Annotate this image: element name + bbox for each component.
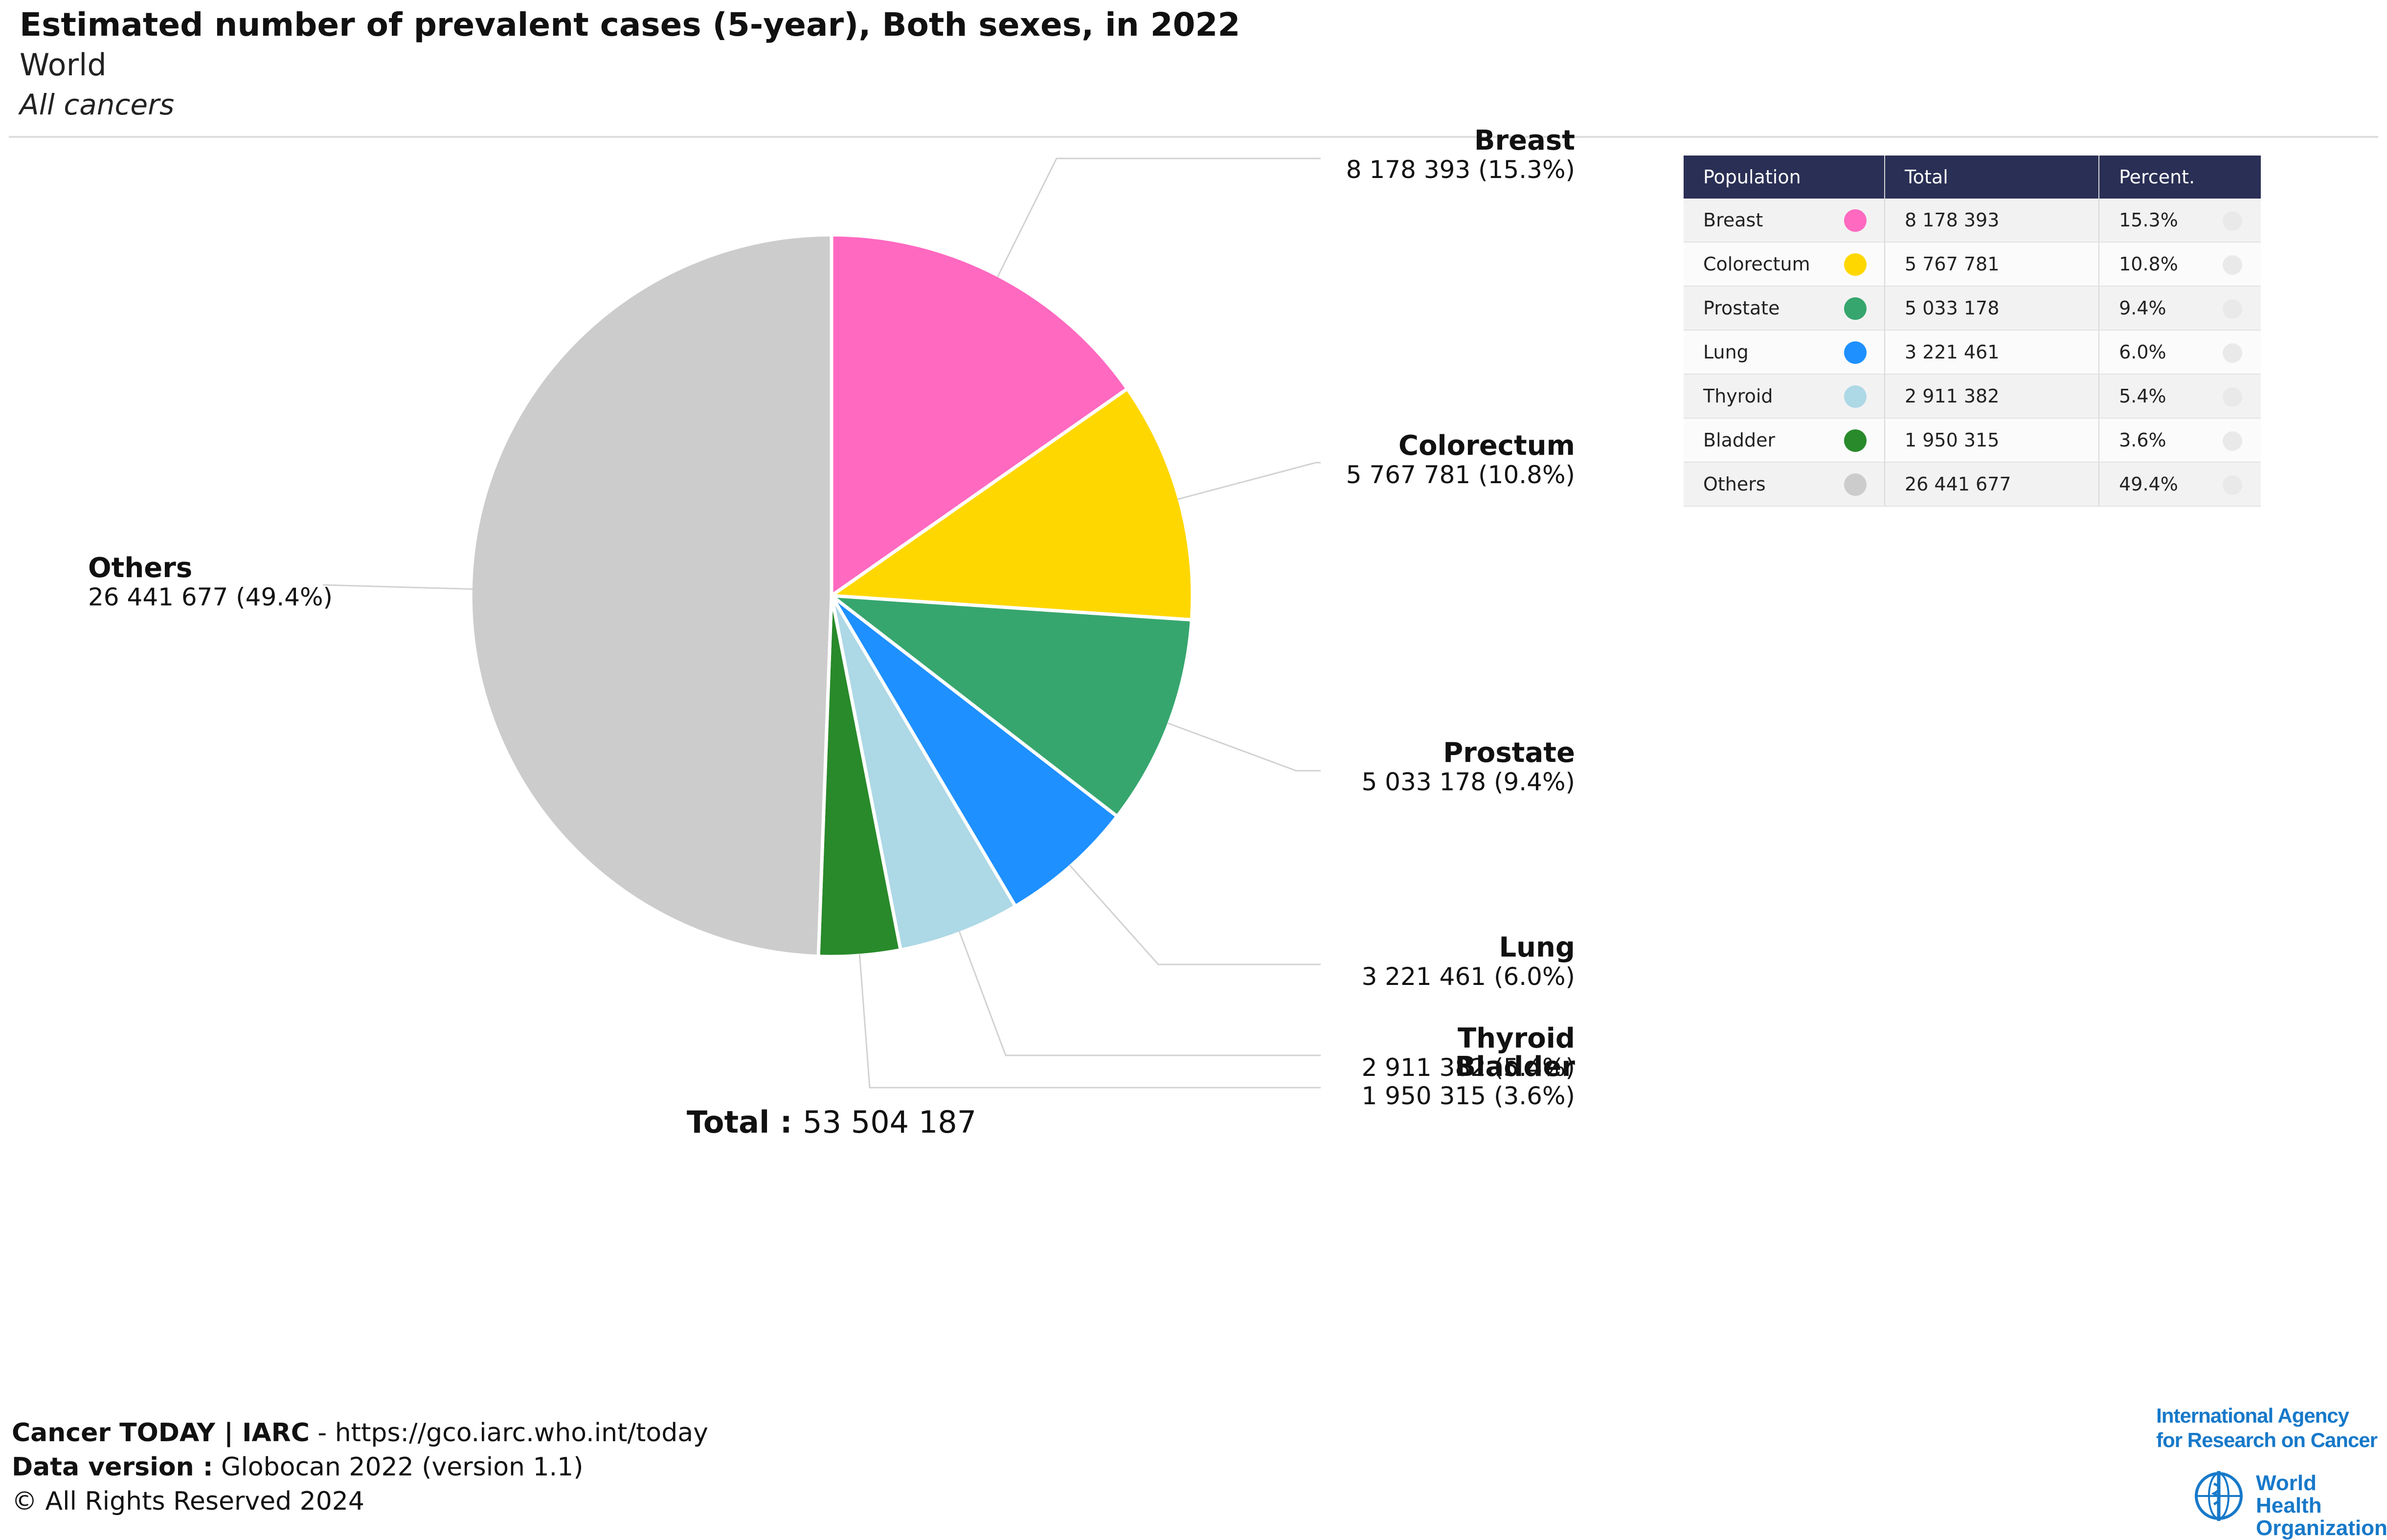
row-toggle-icon[interactable] — [2223, 211, 2242, 231]
table-cell-percent: 3.6% — [2098, 418, 2261, 463]
table-cell-population: Prostate — [1684, 286, 1885, 331]
pie-slice-others[interactable] — [469, 233, 833, 958]
chart-subtitle: World — [20, 47, 107, 83]
row-toggle-icon[interactable] — [2223, 387, 2242, 407]
who-logo-line2: Organization — [2256, 1516, 2387, 1540]
footer-source-name: Cancer TODAY | IARC — [12, 1418, 310, 1448]
table-row-colorectum[interactable]: Colorectum 5 767 781 10.8% — [1684, 242, 2261, 287]
table-row-prostate[interactable]: Prostate 5 033 178 9.4% — [1684, 286, 2261, 331]
table-cell-population: Breast — [1684, 199, 1885, 243]
table-cell-total: 8 178 393 — [1884, 199, 2099, 243]
iarc-logo: International Agency for Research on Can… — [2156, 1404, 2378, 1452]
leader-line-others — [322, 584, 473, 590]
who-logo-text: World Health Organization — [2256, 1472, 2387, 1540]
footer-source-url: - https://gco.iarc.who.int/today — [309, 1418, 708, 1448]
table-cell-population: Thyroid — [1684, 374, 1885, 419]
table-row-others[interactable]: Others 26 441 677 49.4% — [1684, 462, 2261, 507]
slice-value-bladder: 1 950 315 (3.6%) — [1362, 1082, 1575, 1110]
leader-line-breast — [996, 157, 1321, 278]
header-total: Total — [1884, 156, 2099, 199]
slice-label-bladder: Bladder — [1455, 1051, 1576, 1083]
chart-title: Estimated number of prevalent cases (5-y… — [20, 6, 1240, 44]
legend-color-dot — [1844, 209, 1867, 232]
iarc-logo-line2: for Research on Cancer — [2156, 1428, 2378, 1451]
legend-color-dot — [1844, 341, 1867, 364]
footer-source: Cancer TODAY | IARC - https://gco.iarc.w… — [12, 1418, 708, 1448]
header-percent: Percent. — [2098, 156, 2261, 199]
who-emblem-icon — [2195, 1471, 2243, 1521]
table-cell-percent: 15.3% — [2098, 199, 2261, 243]
table-row-thyroid[interactable]: Thyroid 2 911 382 5.4% — [1684, 374, 2261, 419]
slice-value-prostate: 5 033 178 (9.4%) — [1362, 768, 1575, 796]
table-cell-percent: 10.8% — [2098, 242, 2261, 287]
legend-color-dot — [1844, 297, 1867, 320]
slice-label-colorectum: Colorectum — [1398, 430, 1575, 462]
footer-version-value: Globocan 2022 (version 1.1) — [213, 1452, 584, 1482]
summary-table-body: Breast 8 178 393 15.3% Colorectum 5 767 781 1… — [1684, 199, 2261, 507]
table-cell-total: 2 911 382 — [1884, 374, 2099, 419]
table-cell-total: 26 441 677 — [1884, 462, 2099, 507]
table-cell-percent: 9.4% — [2098, 286, 2261, 331]
chart-cancer-type: All cancers — [20, 88, 175, 121]
legend-color-dot — [1844, 385, 1867, 408]
table-row-breast[interactable]: Breast 8 178 393 15.3% — [1684, 199, 2261, 243]
summary-table-header-row: Population Total Percent. — [1684, 156, 2261, 199]
who-logo-line1: World Health — [2256, 1471, 2322, 1518]
header-divider — [9, 136, 2378, 138]
iarc-logo-line1: International Agency — [2156, 1404, 2349, 1427]
footer-data-version: Data version : Globocan 2022 (version 1.… — [12, 1452, 584, 1482]
leader-line-bladder — [858, 953, 1321, 1089]
table-row-lung[interactable]: Lung 3 221 461 6.0% — [1684, 330, 2261, 375]
table-cell-population: Others — [1684, 462, 1885, 507]
legend-color-dot — [1844, 253, 1867, 276]
table-cell-total: 5 033 178 — [1884, 286, 2099, 331]
table-cell-population: Colorectum — [1684, 242, 1885, 287]
slice-label-others: Others — [88, 552, 192, 584]
leader-line-lung — [1068, 864, 1321, 965]
slice-value-colorectum: 5 767 781 (10.8%) — [1346, 461, 1575, 489]
table-cell-population: Lung — [1684, 330, 1885, 375]
summary-table: Population Total Percent. Breast 8 178 39… — [1684, 156, 2261, 507]
row-toggle-icon[interactable] — [2223, 343, 2242, 363]
legend-color-dot — [1844, 429, 1867, 452]
leader-line-prostate — [1167, 722, 1321, 772]
table-cell-population: Bladder — [1684, 418, 1885, 463]
slice-label-breast: Breast — [1474, 125, 1575, 156]
table-cell-total: 1 950 315 — [1884, 418, 2099, 463]
leader-line-colorectum — [1177, 462, 1321, 500]
row-toggle-icon[interactable] — [2223, 299, 2242, 319]
leader-line-thyroid — [958, 931, 1321, 1056]
legend-color-dot — [1844, 473, 1867, 496]
table-row-bladder[interactable]: Bladder 1 950 315 3.6% — [1684, 418, 2261, 463]
slice-value-thyroid: 2 911 382 (5.4%) — [1362, 1053, 1575, 1082]
row-toggle-icon[interactable] — [2223, 475, 2242, 495]
slice-label-thyroid: Thyroid — [1458, 1023, 1575, 1054]
footer-copyright: © All Rights Reserved 2024 — [12, 1487, 364, 1516]
slice-value-others: 26 441 677 (49.4%) — [88, 583, 333, 611]
chart-total: Total : 53 504 187 — [687, 1104, 976, 1140]
slice-label-prostate: Prostate — [1443, 737, 1575, 769]
slice-value-breast: 8 178 393 (15.3%) — [1346, 156, 1575, 184]
header-population: Population — [1684, 156, 1885, 199]
slice-value-lung: 3 221 461 (6.0%) — [1362, 962, 1575, 991]
table-cell-percent: 5.4% — [2098, 374, 2261, 419]
table-cell-percent: 6.0% — [2098, 330, 2261, 375]
slice-label-lung: Lung — [1499, 932, 1575, 963]
footer-version-label: Data version : — [12, 1452, 213, 1482]
table-cell-total: 3 221 461 — [1884, 330, 2099, 375]
row-toggle-icon[interactable] — [2223, 431, 2242, 451]
row-toggle-icon[interactable] — [2223, 255, 2242, 275]
table-cell-total: 5 767 781 — [1884, 242, 2099, 287]
table-cell-percent: 49.4% — [2098, 462, 2261, 507]
